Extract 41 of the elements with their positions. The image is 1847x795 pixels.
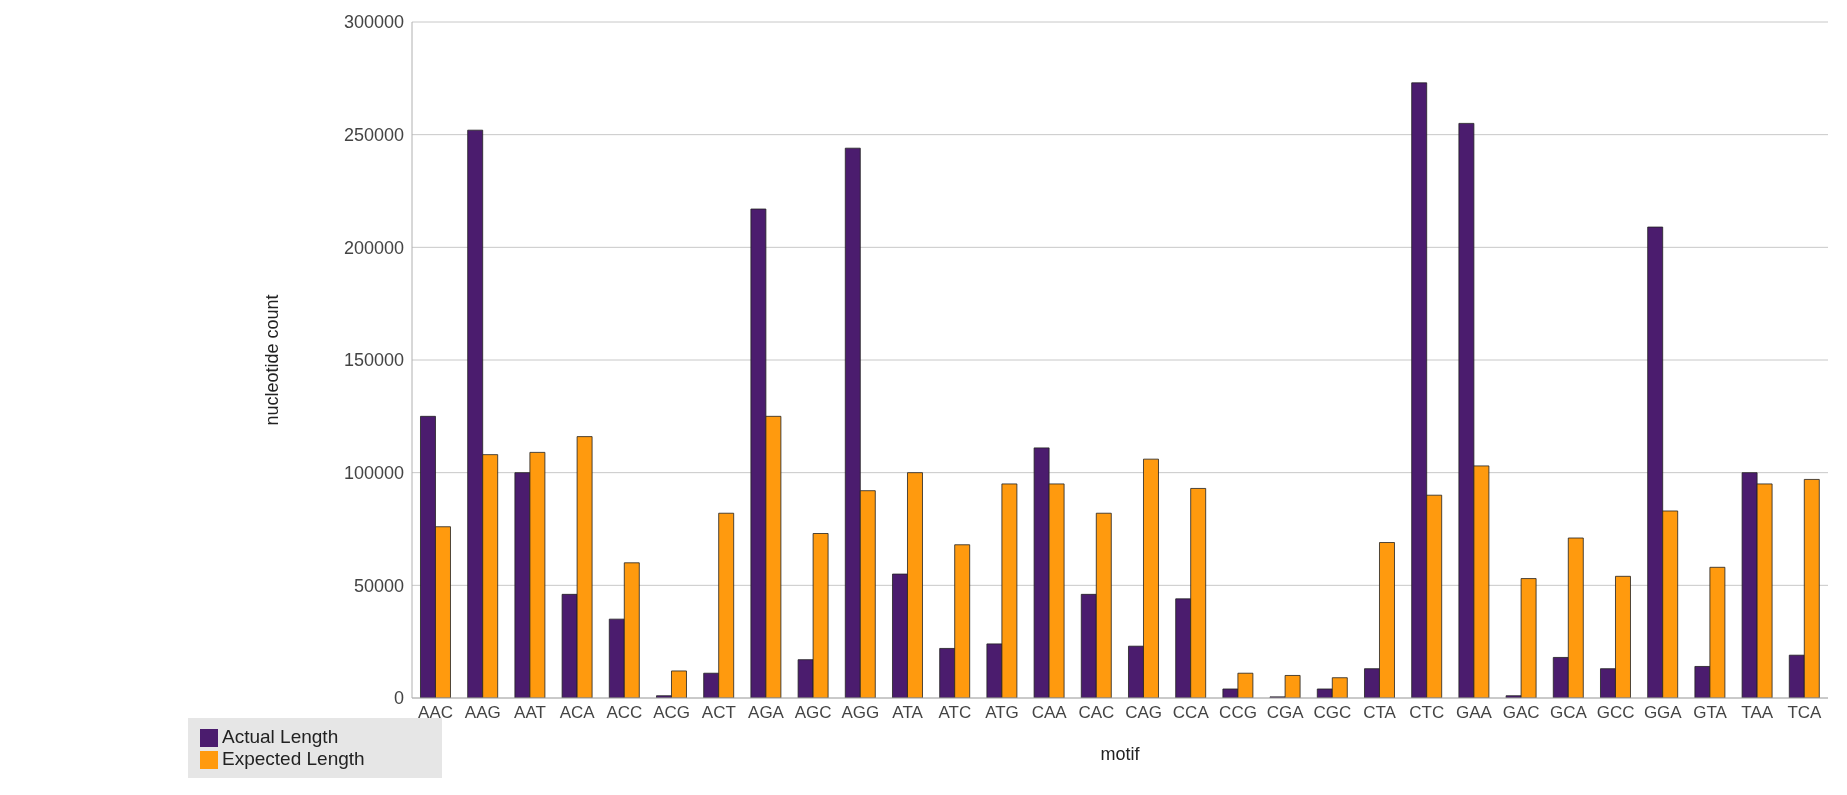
x-tick-label: ATG (985, 703, 1019, 723)
x-tick-label: AAC (418, 703, 454, 723)
x-tick-label: CGC (1313, 703, 1352, 723)
x-tick-label: ACA (559, 703, 596, 723)
x-tick-label: AAG (464, 703, 501, 723)
x-tick-label: CTC (1409, 703, 1445, 723)
x-tick-label: TAA (1741, 703, 1774, 723)
x-tick-label: ACT (701, 703, 736, 723)
x-tick-label: CAC (1078, 703, 1115, 723)
x-tick-label: AAT (514, 703, 546, 723)
y-tick-label: 250000 (343, 125, 404, 146)
x-tick-label: GGA (1643, 703, 1683, 723)
x-tick-label: GTA (1693, 703, 1728, 723)
y-tick-label: 50000 (353, 575, 404, 596)
x-tick-label: AGG (841, 703, 880, 723)
y-axis-title: nucleotide count (262, 294, 283, 426)
x-tick-label: ACG (653, 703, 691, 723)
x-tick-label: ATA (892, 703, 924, 723)
x-tick-label: CTA (1363, 703, 1397, 723)
y-tick-label: 300000 (343, 12, 404, 33)
y-tick-label: 200000 (343, 237, 404, 258)
x-axis-title: motif (1100, 744, 1141, 764)
x-tick-label: CCA (1172, 703, 1210, 723)
x-tick-label: CAA (1031, 703, 1068, 723)
x-tick-label: CAG (1125, 703, 1163, 723)
x-tick-label: ACC (606, 703, 643, 723)
x-tick-label: CCG (1219, 703, 1257, 723)
x-tick-label: AGA (748, 703, 785, 723)
legend-label: Expected Length (222, 748, 365, 769)
x-tick-label: AGC (794, 703, 832, 723)
x-tick-label: GCA (1549, 703, 1588, 723)
x-tick-label: GAC (1502, 703, 1540, 723)
legend-label: Actual Length (222, 726, 339, 747)
y-tick-label: 0 (393, 688, 404, 709)
y-tick-label: 100000 (343, 463, 404, 484)
x-tick-label: TCA (1787, 703, 1823, 723)
x-tick-label: GAA (1456, 703, 1493, 723)
y-tick-label: 150000 (343, 350, 404, 371)
x-tick-label: ATC (938, 703, 972, 723)
x-tick-label: CGA (1266, 703, 1305, 723)
x-tick-label: GCC (1596, 703, 1635, 723)
